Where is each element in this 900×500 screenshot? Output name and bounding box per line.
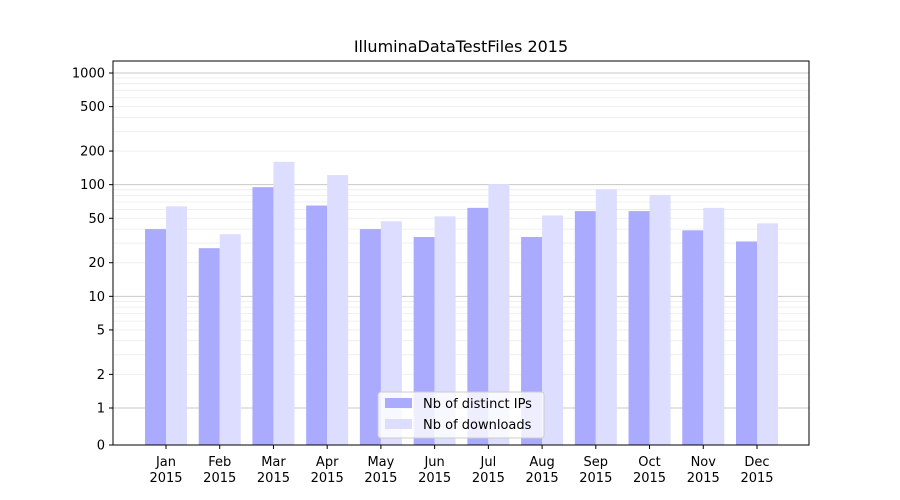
x-tick-label-year: 2015 [472,471,505,486]
y-tick-label: 20 [88,256,105,271]
bar-downloads [757,223,778,445]
bar-downloads [542,215,564,445]
x-tick-label-month: Feb [208,455,231,470]
y-tick-label: 5 [97,323,105,338]
x-tick-label-month: Oct [638,455,660,470]
x-tick-label-month: Dec [744,455,769,470]
bar-distinct-ips [628,211,650,445]
x-tick-label-month: Jul [480,455,497,470]
bar-downloads [380,221,402,445]
x-tick-label-year: 2015 [579,471,612,486]
bar-downloads [273,161,295,445]
x-tick-label-year: 2015 [418,471,451,486]
x-tick-label-year: 2015 [203,471,236,486]
legend: Nb of distinct IPs Nb of downloads [377,391,545,439]
y-tick-label: 100 [80,178,105,193]
y-tick-label: 10 [88,290,105,305]
bar-downloads [595,189,617,445]
y-tick-label: 0 [97,439,105,454]
plot-frame [112,60,810,446]
legend-label: Nb of distinct IPs [423,397,532,412]
x-axis: Jan2015Feb2015Mar2015Apr2015May2015Jun20… [149,445,774,486]
legend-swatch [385,398,412,408]
x-tick-label-year: 2015 [687,471,720,486]
bar-downloads [327,175,349,446]
bar-distinct-ips [198,248,220,445]
chart-title: IlluminaDataTestFiles 2015 [354,37,568,56]
bar-distinct-ips [574,211,596,445]
y-tick-label: 50 [88,212,105,227]
x-tick-label-month: Mar [261,455,286,470]
x-tick-label-month: Aug [529,455,554,470]
bar-downloads [649,194,671,445]
bar-distinct-ips [467,207,489,445]
bar-downloads [703,207,725,445]
y-tick-label: 2 [97,368,105,383]
legend-swatch [385,419,412,429]
x-tick-label-month: Jan [155,455,176,470]
y-tick-label: 500 [80,100,105,115]
bar-distinct-ips [736,241,757,445]
y-tick-label: 1000 [72,67,105,82]
x-tick-label-year: 2015 [364,471,397,486]
bar-distinct-ips [306,205,328,445]
x-tick-label-month: Apr [316,455,339,470]
x-tick-label-year: 2015 [740,471,773,486]
bar-downloads [488,184,510,445]
bar-distinct-ips [359,229,381,445]
bar-downloads [166,206,187,445]
x-tick-label-year: 2015 [257,471,290,486]
x-tick-label-month: May [367,455,394,470]
bar-downloads [434,216,456,445]
legend-label: Nb of downloads [423,418,532,433]
bar-distinct-ips [145,229,166,445]
bar-downloads [219,234,241,445]
x-tick-label-month: Sep [584,455,609,470]
x-tick-label-month: Nov [691,455,717,470]
x-tick-label-year: 2015 [311,471,344,486]
y-axis: 0 1 2 5 10 20 50 100 200 500 1000 [72,67,113,454]
x-tick-label-year: 2015 [526,471,559,486]
x-tick-label-month: Jun [423,455,444,470]
y-tick-label: 200 [80,145,105,160]
legend-box [377,391,545,439]
x-tick-label-year: 2015 [633,471,666,486]
y-tick-label: 1 [97,402,105,417]
bar-distinct-ips [682,230,704,445]
bar-distinct-ips [252,187,274,446]
x-tick-label-year: 2015 [149,471,182,486]
